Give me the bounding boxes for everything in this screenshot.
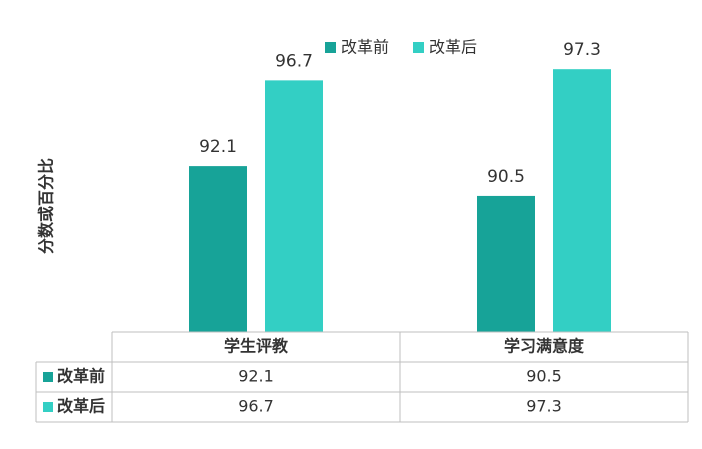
table-cell-value: 92.1 — [238, 367, 274, 386]
table-row-series-name: 改革后 — [57, 397, 105, 416]
bar-before-1 — [477, 195, 535, 332]
bar-after-0 — [265, 80, 323, 333]
bar-value-label: 90.5 — [487, 167, 525, 187]
legend: 改革前 改革后 — [325, 38, 477, 57]
table-header-category: 学生评教 — [224, 337, 289, 356]
table-legend-swatch — [43, 402, 53, 412]
bar-value-label: 92.1 — [199, 137, 237, 157]
bars — [189, 69, 611, 333]
table-row-series-name: 改革前 — [57, 367, 105, 386]
bar-before-0 — [189, 166, 247, 332]
table-cell-value: 97.3 — [526, 397, 562, 416]
table-cell-value: 96.7 — [238, 397, 274, 416]
bar-value-label: 96.7 — [275, 51, 313, 71]
legend-swatch — [413, 42, 424, 53]
bar-value-label: 97.3 — [563, 40, 601, 60]
value-labels: 92.1 90.5 96.7 97.3 — [199, 40, 601, 187]
legend-swatch — [325, 42, 336, 53]
y-axis-label: 分数或百分比 — [37, 158, 56, 254]
table-cell-value: 90.5 — [526, 367, 562, 386]
legend-label: 改革后 — [429, 38, 477, 57]
table-legend-swatch — [43, 372, 53, 382]
legend-label: 改革前 — [341, 38, 389, 57]
table-header-category: 学习满意度 — [504, 337, 585, 356]
bar-after-1 — [553, 69, 611, 333]
